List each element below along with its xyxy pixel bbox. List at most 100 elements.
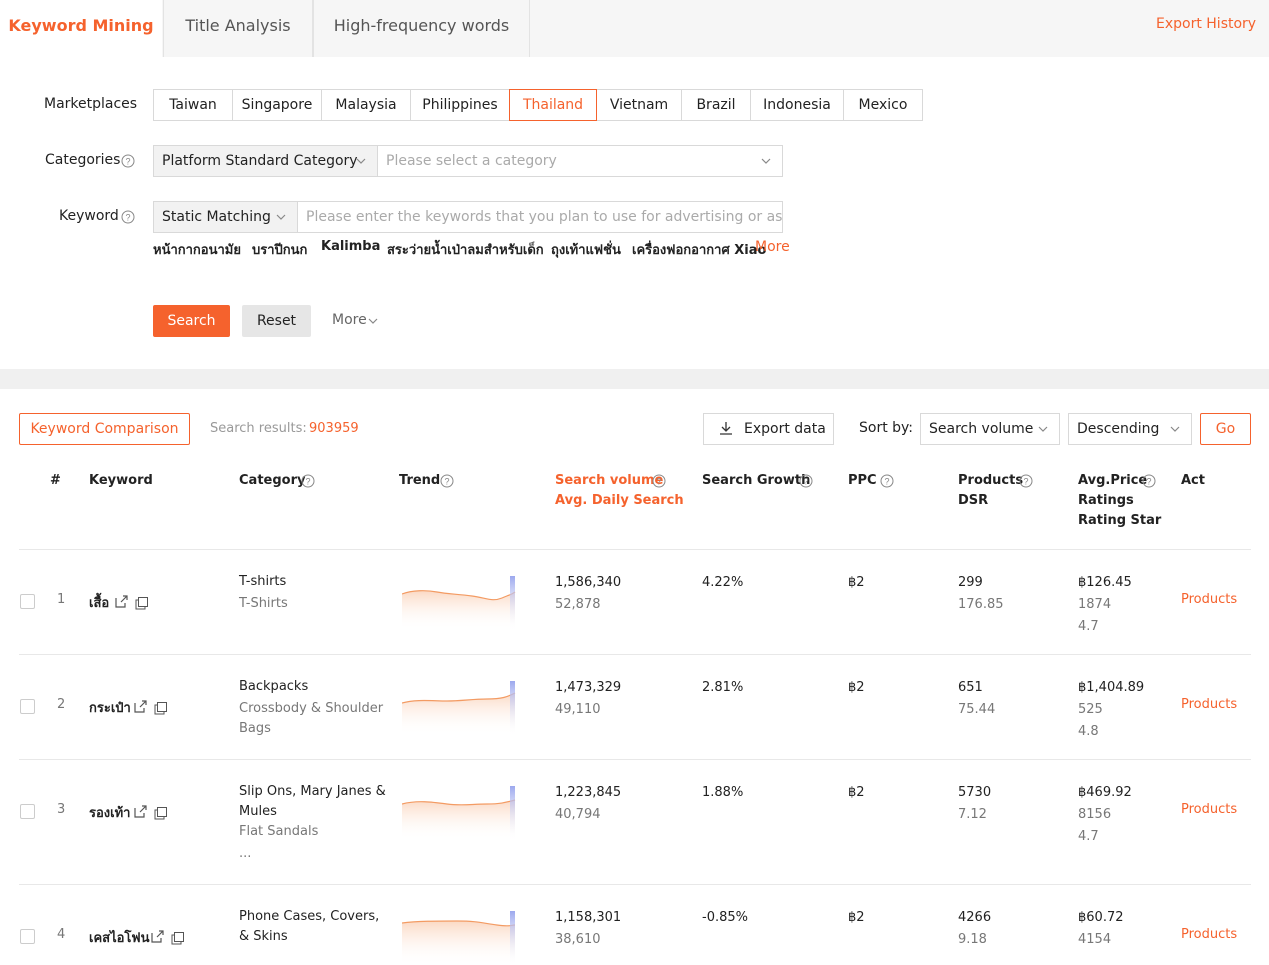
go-button[interactable]: Go	[1200, 413, 1251, 445]
suggestions-more[interactable]: More	[755, 239, 790, 255]
compare-button[interactable]: Keyword Comparison	[19, 413, 190, 445]
sort-field-select[interactable]: Search volume	[920, 413, 1060, 445]
products-link[interactable]: Products	[1181, 697, 1238, 712]
row-checkbox[interactable]	[20, 929, 35, 944]
open-link-icon[interactable]	[134, 700, 147, 713]
row-rule	[19, 654, 1251, 655]
marketplace-option[interactable]: Malaysia	[321, 89, 411, 121]
avg-daily-search: 49,110	[555, 702, 601, 717]
more-filters[interactable]: More	[332, 312, 367, 328]
results-label: Search results:	[210, 421, 307, 436]
marketplace-option[interactable]: Vietnam	[596, 89, 682, 121]
tab-bar	[0, 0, 1269, 57]
help-icon: ?	[121, 154, 135, 168]
marketplace-option[interactable]: Thailand	[509, 89, 597, 121]
match-type-select[interactable]: Static Matching	[153, 201, 298, 233]
category-type-select[interactable]: Platform Standard Category	[153, 145, 378, 177]
rating-star: 4.7	[1078, 829, 1099, 844]
category-select[interactable]: Please select a category	[377, 145, 783, 177]
row-category: Slip Ons, Mary Janes & Mules	[239, 784, 386, 819]
search-volume: 1,223,845	[555, 785, 622, 800]
column-header: Search Growth	[702, 473, 811, 488]
field-label: Categories	[45, 152, 121, 168]
help-icon: ?	[301, 474, 315, 488]
dsr: 7.12	[958, 807, 987, 822]
trend-sparkline	[402, 681, 516, 735]
row-checkbox[interactable]	[20, 804, 35, 819]
tab[interactable]: Title Analysis	[163, 0, 313, 57]
reset-button[interactable]: Reset	[242, 305, 311, 337]
dsr: 176.85	[958, 597, 1004, 612]
keyword-suggestion[interactable]: ถุงเท้าแฟชั่น	[551, 243, 621, 258]
export-button[interactable]: Export data	[703, 413, 834, 445]
row-keyword[interactable]: เสื้อ	[89, 596, 110, 611]
marketplace-option[interactable]: Indonesia	[750, 89, 844, 121]
svg-text:?: ?	[656, 477, 661, 487]
marketplace-option[interactable]: Mexico	[843, 89, 923, 121]
column-header: Act	[1181, 473, 1205, 488]
marketplace-option[interactable]: Brazil	[681, 89, 751, 121]
help-icon: ?	[121, 210, 135, 224]
copy-icon[interactable]	[135, 597, 148, 610]
chevron-icon	[761, 158, 771, 164]
tab[interactable]: Keyword Mining	[0, 0, 162, 57]
search-volume: 1,473,329	[555, 680, 622, 695]
search-growth: -0.85%	[702, 910, 748, 925]
sort-order-select[interactable]: Descending	[1068, 413, 1192, 445]
row-keyword[interactable]: เคสไอโฟน	[89, 931, 150, 946]
keyword-suggestion[interactable]: สระว่ายน้ำเป่าลมสำหรับเด็ก	[387, 243, 544, 258]
help-icon: ?	[880, 474, 894, 488]
avg-price: ฿60.72	[1078, 910, 1124, 925]
products-link[interactable]: Products	[1181, 927, 1238, 942]
ppc: ฿2	[848, 680, 865, 695]
products-link[interactable]: Products	[1181, 592, 1238, 607]
search-growth: 2.81%	[702, 680, 744, 695]
marketplace-option[interactable]: Singapore	[232, 89, 322, 121]
column-header: Avg.Price	[1078, 473, 1148, 488]
row-keyword[interactable]: กระเป๋า	[89, 701, 131, 716]
chevron-icon	[1038, 426, 1048, 432]
help-icon: ?	[1142, 474, 1156, 488]
row-checkbox[interactable]	[20, 594, 35, 609]
column-header: #	[50, 473, 61, 488]
open-link-icon[interactable]	[115, 595, 128, 608]
row-checkbox[interactable]	[20, 699, 35, 714]
keyword-suggestion[interactable]: เครื่องฟอกอากาศ Xiao	[632, 243, 767, 258]
avg-price: ฿1,404.89	[1078, 680, 1145, 695]
search-growth: 4.22%	[702, 575, 744, 590]
avg-daily-search: 52,878	[555, 597, 601, 612]
help-icon: ?	[652, 474, 666, 488]
rating-star: 4.7	[1078, 619, 1099, 634]
help-icon: ?	[440, 474, 454, 488]
ratings: 4154	[1078, 932, 1112, 947]
keyword-suggestion[interactable]: หน้ากากอนามัย	[153, 243, 241, 258]
copy-icon[interactable]	[154, 807, 167, 820]
column-header: PPC	[848, 473, 877, 488]
column-header: DSR	[958, 493, 989, 508]
export-history[interactable]: Export History	[1156, 16, 1257, 32]
search-button[interactable]: Search	[153, 305, 230, 337]
row-keyword[interactable]: รองเท้า	[89, 806, 131, 821]
ratings: 8156	[1078, 807, 1112, 822]
trend-sparkline	[402, 786, 516, 840]
row-index: 3	[57, 802, 66, 817]
open-link-icon[interactable]	[151, 930, 164, 943]
marketplace-option[interactable]: Philippines	[410, 89, 510, 121]
copy-icon[interactable]	[171, 932, 184, 945]
search-growth: 1.88%	[702, 785, 744, 800]
column-header: Keyword	[89, 473, 153, 488]
keyword-suggestion[interactable]: Kalimba	[321, 239, 381, 254]
products-link[interactable]: Products	[1181, 802, 1238, 817]
tab[interactable]: High-frequency words	[313, 0, 530, 57]
row-category: Backpacks	[239, 679, 309, 694]
avg-price: ฿126.45	[1078, 575, 1132, 590]
keyword-input[interactable]: Please enter the keywords that you plan …	[297, 201, 783, 233]
dsr: 9.18	[958, 932, 987, 947]
open-link-icon[interactable]	[134, 805, 147, 818]
keyword-suggestion[interactable]: บราปีกนก	[252, 243, 308, 258]
marketplace-option[interactable]: Taiwan	[153, 89, 233, 121]
copy-icon[interactable]	[154, 702, 167, 715]
svg-text:?: ?	[1146, 477, 1151, 487]
column-header: Category	[239, 473, 306, 488]
